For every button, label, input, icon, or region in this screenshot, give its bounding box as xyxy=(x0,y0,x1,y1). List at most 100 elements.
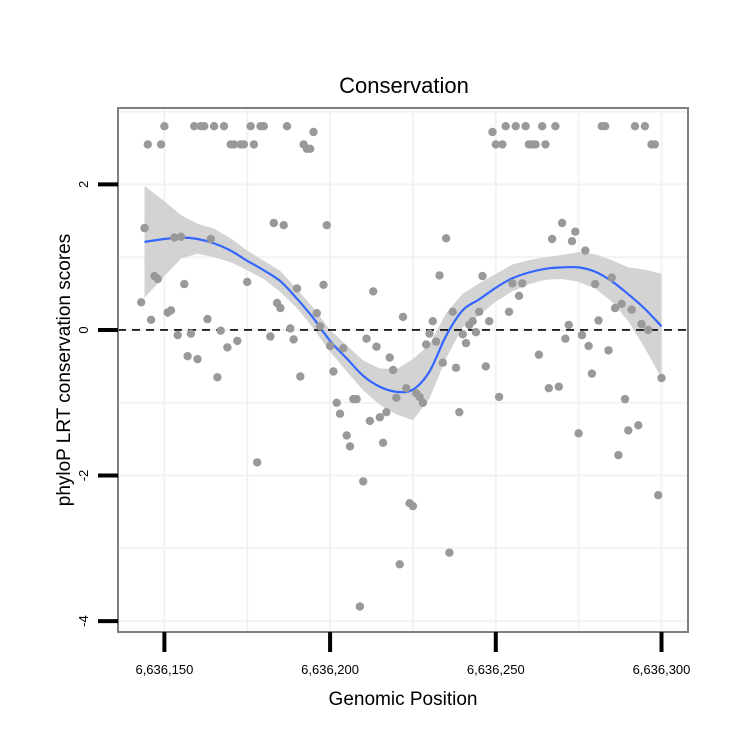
data-point xyxy=(342,431,351,440)
y-tick-label: -4 xyxy=(76,615,91,627)
data-point xyxy=(216,326,225,335)
data-point xyxy=(508,279,517,288)
data-point xyxy=(451,363,461,372)
data-point xyxy=(160,122,169,131)
data-point xyxy=(398,312,408,322)
data-point xyxy=(554,382,563,391)
data-point xyxy=(156,140,166,149)
data-point xyxy=(488,127,497,137)
data-point xyxy=(494,392,504,402)
data-point xyxy=(365,416,375,426)
data-point xyxy=(193,354,202,364)
data-point xyxy=(339,344,348,353)
data-point xyxy=(567,237,577,246)
data-point xyxy=(395,560,404,569)
data-point xyxy=(601,122,610,131)
data-point xyxy=(614,450,623,460)
plot-frame xyxy=(117,107,689,633)
data-point xyxy=(547,234,557,244)
data-point xyxy=(637,319,646,329)
data-point xyxy=(428,317,437,326)
data-point xyxy=(253,458,262,467)
data-point xyxy=(322,221,331,230)
data-point xyxy=(316,322,325,331)
data-point xyxy=(458,330,467,339)
data-point xyxy=(471,328,481,337)
y-axis-ticks: 2 0 -2 -4 xyxy=(76,181,118,627)
x-axis-label: Genomic Position xyxy=(329,689,478,710)
data-point xyxy=(388,365,398,375)
data-point xyxy=(140,223,149,233)
data-point xyxy=(630,122,640,131)
data-point xyxy=(581,246,590,255)
data-point xyxy=(279,221,288,230)
data-point xyxy=(352,394,361,404)
data-point xyxy=(534,350,544,359)
data-point xyxy=(286,324,295,333)
chart-title: Conservation xyxy=(339,73,469,98)
data-point xyxy=(170,233,179,242)
data-point xyxy=(335,409,345,418)
data-point xyxy=(438,358,447,367)
data-point xyxy=(180,279,189,289)
data-point xyxy=(531,140,540,149)
data-point xyxy=(137,298,146,307)
data-point xyxy=(491,140,500,149)
data-point xyxy=(203,314,212,324)
data-point xyxy=(644,325,653,335)
data-point xyxy=(183,352,192,361)
data-point xyxy=(292,284,302,293)
data-point xyxy=(223,343,232,352)
data-point xyxy=(475,307,484,316)
data-point xyxy=(557,218,567,228)
data-point xyxy=(332,398,341,407)
data-point xyxy=(591,279,600,289)
data-point xyxy=(176,232,186,241)
data-point xyxy=(259,122,268,131)
data-point xyxy=(571,227,580,236)
data-point xyxy=(521,122,530,131)
data-point xyxy=(478,271,487,281)
data-point xyxy=(455,408,464,417)
smooth-line-layer xyxy=(144,236,663,394)
data-point xyxy=(249,140,259,149)
data-point xyxy=(448,307,457,316)
data-point xyxy=(269,218,278,228)
data-point xyxy=(461,338,471,348)
data-point xyxy=(329,367,338,376)
data-point xyxy=(620,394,630,404)
y-axis-label: phyloP LRT conservation scores xyxy=(54,234,75,507)
data-point xyxy=(634,421,643,430)
data-point xyxy=(538,122,547,131)
data-point xyxy=(375,413,384,422)
data-point xyxy=(146,315,156,324)
data-point xyxy=(445,548,454,557)
data-point xyxy=(246,122,255,131)
confidence-band-layer xyxy=(144,185,662,421)
data-point xyxy=(587,369,597,378)
data-point xyxy=(418,398,428,407)
data-point xyxy=(200,122,209,131)
data-point xyxy=(153,274,162,284)
data-point xyxy=(166,306,176,315)
data-point xyxy=(213,373,222,382)
data-point xyxy=(219,122,229,131)
data-point xyxy=(650,140,660,149)
data-point xyxy=(501,122,510,131)
data-point xyxy=(574,429,583,438)
data-point xyxy=(498,140,507,149)
data-point xyxy=(385,353,394,362)
data-point xyxy=(359,477,368,486)
data-point xyxy=(173,330,182,340)
data-point xyxy=(209,122,219,131)
data-point xyxy=(518,279,527,288)
data-point xyxy=(206,234,215,244)
data-point xyxy=(610,303,620,313)
data-point xyxy=(319,280,328,289)
data-point xyxy=(309,127,318,137)
data-point xyxy=(378,438,388,447)
data-point xyxy=(617,299,626,308)
data-point xyxy=(312,309,321,318)
data-point xyxy=(564,320,573,330)
data-point xyxy=(345,442,355,451)
